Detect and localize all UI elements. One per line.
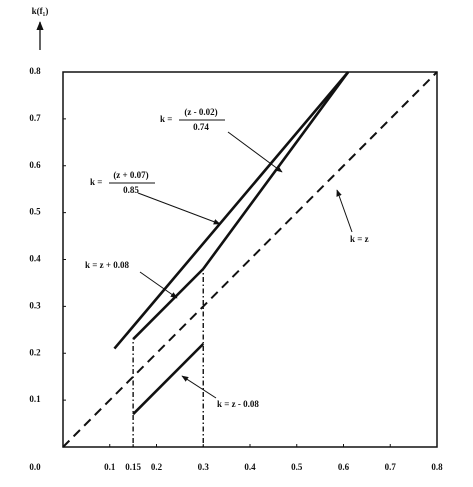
x-tick-label: 0.2 bbox=[151, 462, 163, 472]
annotation-arrow bbox=[227, 131, 283, 173]
series-line bbox=[132, 342, 205, 416]
annotation-arrow bbox=[181, 375, 217, 399]
x-tick-label: 0.5 bbox=[291, 462, 303, 472]
annotation-text: k = bbox=[90, 177, 102, 187]
y-tick-label: 0.0 bbox=[29, 462, 41, 472]
annotation-arrow bbox=[336, 189, 353, 233]
y-tick-label: 0.1 bbox=[29, 394, 41, 404]
annotation-text: k = z - 0.08 bbox=[217, 399, 259, 409]
annotation-denominator: 0.74 bbox=[193, 122, 209, 132]
y-tick-label: 0.2 bbox=[29, 347, 41, 357]
annotation-numerator: (z + 0.07) bbox=[113, 170, 148, 180]
x-tick-label: 0.3 bbox=[198, 462, 210, 472]
annotation-text: k = z bbox=[350, 234, 369, 244]
y-tick-label: 0.7 bbox=[29, 113, 41, 123]
y-tick-label: 0.4 bbox=[29, 254, 41, 264]
x-tick-label: 0.15 bbox=[125, 462, 141, 472]
y-tick-label: 0.3 bbox=[29, 300, 41, 310]
y-tick-label: 0.6 bbox=[29, 160, 41, 170]
annotation-arrow bbox=[139, 271, 178, 299]
x-tick-label: 0.6 bbox=[338, 462, 350, 472]
annotation-text: k = bbox=[160, 114, 172, 124]
y-tick-label: 0.5 bbox=[29, 207, 41, 217]
x-tick-label: 0.7 bbox=[385, 462, 397, 472]
x-tick-label: 0.8 bbox=[431, 462, 443, 472]
y-tick-label: 0.8 bbox=[29, 66, 41, 76]
series-line bbox=[62, 71, 438, 448]
y-axis-label: k(f₁) bbox=[32, 6, 49, 16]
x-tick-label: 0.1 bbox=[104, 462, 116, 472]
x-tick-label: 0.4 bbox=[244, 462, 256, 472]
annotation-numerator: (z - 0.02) bbox=[184, 107, 217, 117]
annotation-text: k = z + 0.08 bbox=[85, 260, 130, 270]
series-line bbox=[113, 71, 350, 350]
series-line bbox=[202, 71, 350, 270]
annotation-arrow bbox=[137, 192, 221, 225]
annotation-denominator: 0.85 bbox=[123, 185, 139, 195]
series-line bbox=[132, 267, 205, 341]
